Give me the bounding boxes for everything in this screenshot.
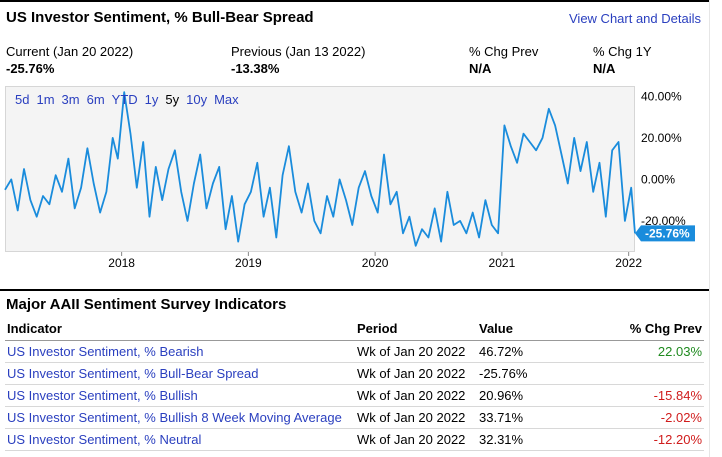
view-chart-link[interactable]: View Chart and Details (569, 11, 701, 26)
indicator-cell: US Investor Sentiment, % Bullish 8 Week … (5, 406, 355, 429)
indicator-link[interactable]: US Investor Sentiment, % Bull-Bear Sprea… (7, 365, 259, 381)
indicator-cell: US Investor Sentiment, % Bearish (5, 340, 355, 363)
indicator-link[interactable]: US Investor Sentiment, % Bullish 8 Week … (7, 409, 342, 425)
value-cell: 20.96% (477, 384, 577, 407)
range-5d[interactable]: 5d (15, 92, 30, 107)
stat-current-value: -25.76% (6, 61, 55, 76)
period-cell: Wk of Jan 20 2022 (355, 340, 477, 363)
stat-current-label: Current (Jan 20 2022) (6, 44, 134, 59)
period-cell: Wk of Jan 20 2022 (355, 428, 477, 451)
period-cell: Wk of Jan 20 2022 (355, 362, 477, 385)
indicator-cell: US Investor Sentiment, % Bull-Bear Sprea… (5, 362, 355, 385)
range-selector: 5d 1m 3m 6m YTD 1y 5y 10y Max (15, 92, 246, 107)
chg-prev-cell: 22.03% (577, 340, 704, 363)
x-tick-label: 2020 (362, 256, 389, 270)
table-row: US Investor Sentiment, % Neutral Wk of Ja… (5, 428, 704, 451)
range-ytd[interactable]: YTD (111, 92, 138, 107)
period-cell: Wk of Jan 20 2022 (355, 384, 477, 407)
chg-prev-cell: -15.84% (577, 384, 704, 407)
value-cell: -25.76% (477, 362, 577, 385)
table-row: US Investor Sentiment, % Bearish Wk of Ja… (5, 340, 704, 363)
col-value: Value (477, 318, 577, 341)
stat-previous-value: -13.38% (231, 61, 280, 76)
chart-plot-area (5, 86, 635, 252)
range-10y[interactable]: 10y (186, 92, 208, 107)
chg-prev-cell: -2.02% (577, 406, 704, 429)
stat-chg-1y: % Chg 1Y N/A (593, 43, 652, 77)
chart-svg: 40.00% 20.00% 0.00% -20.00% 2018 2019 2020 2021… (4, 89, 695, 270)
stat-chg-1y-value: N/A (593, 61, 616, 76)
last-value-label: -25.76% (645, 226, 690, 240)
indicators-table: Indicator Period Value % Chg Prev US Inv… (5, 318, 704, 451)
stat-chg-prev-label: % Chg Prev (469, 44, 539, 59)
table-header-row: Indicator Period Value % Chg Prev (5, 318, 704, 341)
sentiment-chart: 40.00% 20.00% 0.00% -20.00% 2018 2019 2020 2021… (4, 86, 702, 272)
x-tick-label: 2022 (615, 256, 642, 270)
x-tick-label: 2021 (489, 256, 516, 270)
indicator-cell: US Investor Sentiment, % Bullish (5, 384, 355, 407)
chg-prev-cell: -12.20% (577, 428, 704, 451)
x-tick-label: 2019 (235, 256, 262, 270)
indicator-link[interactable]: US Investor Sentiment, % Bearish (7, 343, 204, 359)
chg-prev-cell (577, 362, 704, 385)
value-cell: 46.72% (477, 340, 577, 363)
stat-chg-prev-value: N/A (469, 61, 492, 76)
x-tick-label: 2018 (108, 256, 135, 270)
period-cell: Wk of Jan 20 2022 (355, 406, 477, 429)
section-rule (0, 289, 709, 291)
top-rule (0, 0, 709, 2)
indicator-link[interactable]: US Investor Sentiment, % Neutral (7, 431, 202, 447)
page-title: US Investor Sentiment, % Bull-Bear Sprea… (6, 9, 314, 26)
stat-previous: Previous (Jan 13 2022) -13.38% (231, 43, 365, 77)
indicators-title: Major AAII Sentiment Survey Indicators (6, 296, 287, 313)
range-1m[interactable]: 1m (36, 92, 55, 107)
last-value-flag (635, 225, 695, 242)
stat-previous-label: Previous (Jan 13 2022) (231, 44, 366, 59)
table-row: US Investor Sentiment, % Bullish Wk of Ja… (5, 384, 704, 407)
range-1y[interactable]: 1y (144, 92, 159, 107)
y-tick-label: 20.00% (641, 131, 682, 145)
series-line (4, 91, 636, 247)
indicator-link[interactable]: US Investor Sentiment, % Bullish (7, 387, 198, 403)
table-row: US Investor Sentiment, % Bull-Bear Sprea… (5, 362, 704, 385)
right-edge-divider (709, 0, 710, 457)
range-max[interactable]: Max (214, 92, 239, 107)
range-6m[interactable]: 6m (86, 92, 105, 107)
table-row: US Investor Sentiment, % Bullish 8 Week … (5, 406, 704, 429)
col-chg-prev: % Chg Prev (577, 318, 704, 341)
value-cell: 33.71% (477, 406, 577, 429)
col-period: Period (355, 318, 477, 341)
indicator-cell: US Investor Sentiment, % Neutral (5, 428, 355, 451)
range-3m[interactable]: 3m (61, 92, 80, 107)
stat-chg-1y-label: % Chg 1Y (593, 44, 652, 59)
col-indicator: Indicator (5, 318, 355, 341)
y-tick-label: -20.00% (641, 214, 686, 228)
stat-current: Current (Jan 20 2022) -25.76% (6, 43, 133, 77)
y-tick-label: 0.00% (641, 172, 675, 186)
stat-chg-prev: % Chg Prev N/A (469, 43, 538, 77)
y-tick-label: 40.00% (641, 89, 682, 103)
range-5y[interactable]: 5y (165, 92, 180, 107)
value-cell: 32.31% (477, 428, 577, 451)
